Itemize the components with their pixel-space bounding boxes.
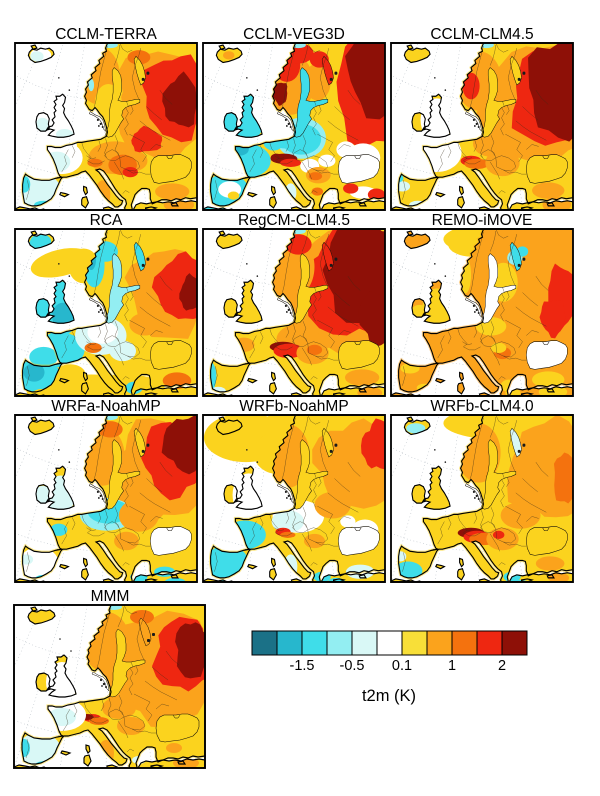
svg-text:t2m (K): t2m (K): [362, 687, 416, 705]
svg-text:CCLM-VEG3D: CCLM-VEG3D: [243, 26, 345, 43]
svg-text:RegCM-CLM4.5: RegCM-CLM4.5: [238, 212, 350, 229]
svg-text:-1.5: -1.5: [290, 658, 315, 674]
svg-text:REMO-iMOVE: REMO-iMOVE: [432, 212, 533, 229]
svg-text:0.1: 0.1: [392, 658, 412, 674]
svg-text:MMM: MMM: [91, 588, 130, 605]
svg-text:CCLM-TERRA: CCLM-TERRA: [55, 26, 157, 43]
svg-text:-0.5: -0.5: [340, 658, 365, 674]
svg-text:CCLM-CLM4.5: CCLM-CLM4.5: [430, 26, 533, 43]
svg-text:WRFb-CLM4.0: WRFb-CLM4.0: [430, 398, 534, 415]
svg-text:RCA: RCA: [90, 212, 123, 229]
svg-text:2: 2: [498, 658, 506, 674]
svg-text:WRFa-NoahMP: WRFa-NoahMP: [51, 398, 160, 415]
svg-text:WRFb-NoahMP: WRFb-NoahMP: [239, 398, 348, 415]
svg-text:1: 1: [448, 658, 456, 674]
